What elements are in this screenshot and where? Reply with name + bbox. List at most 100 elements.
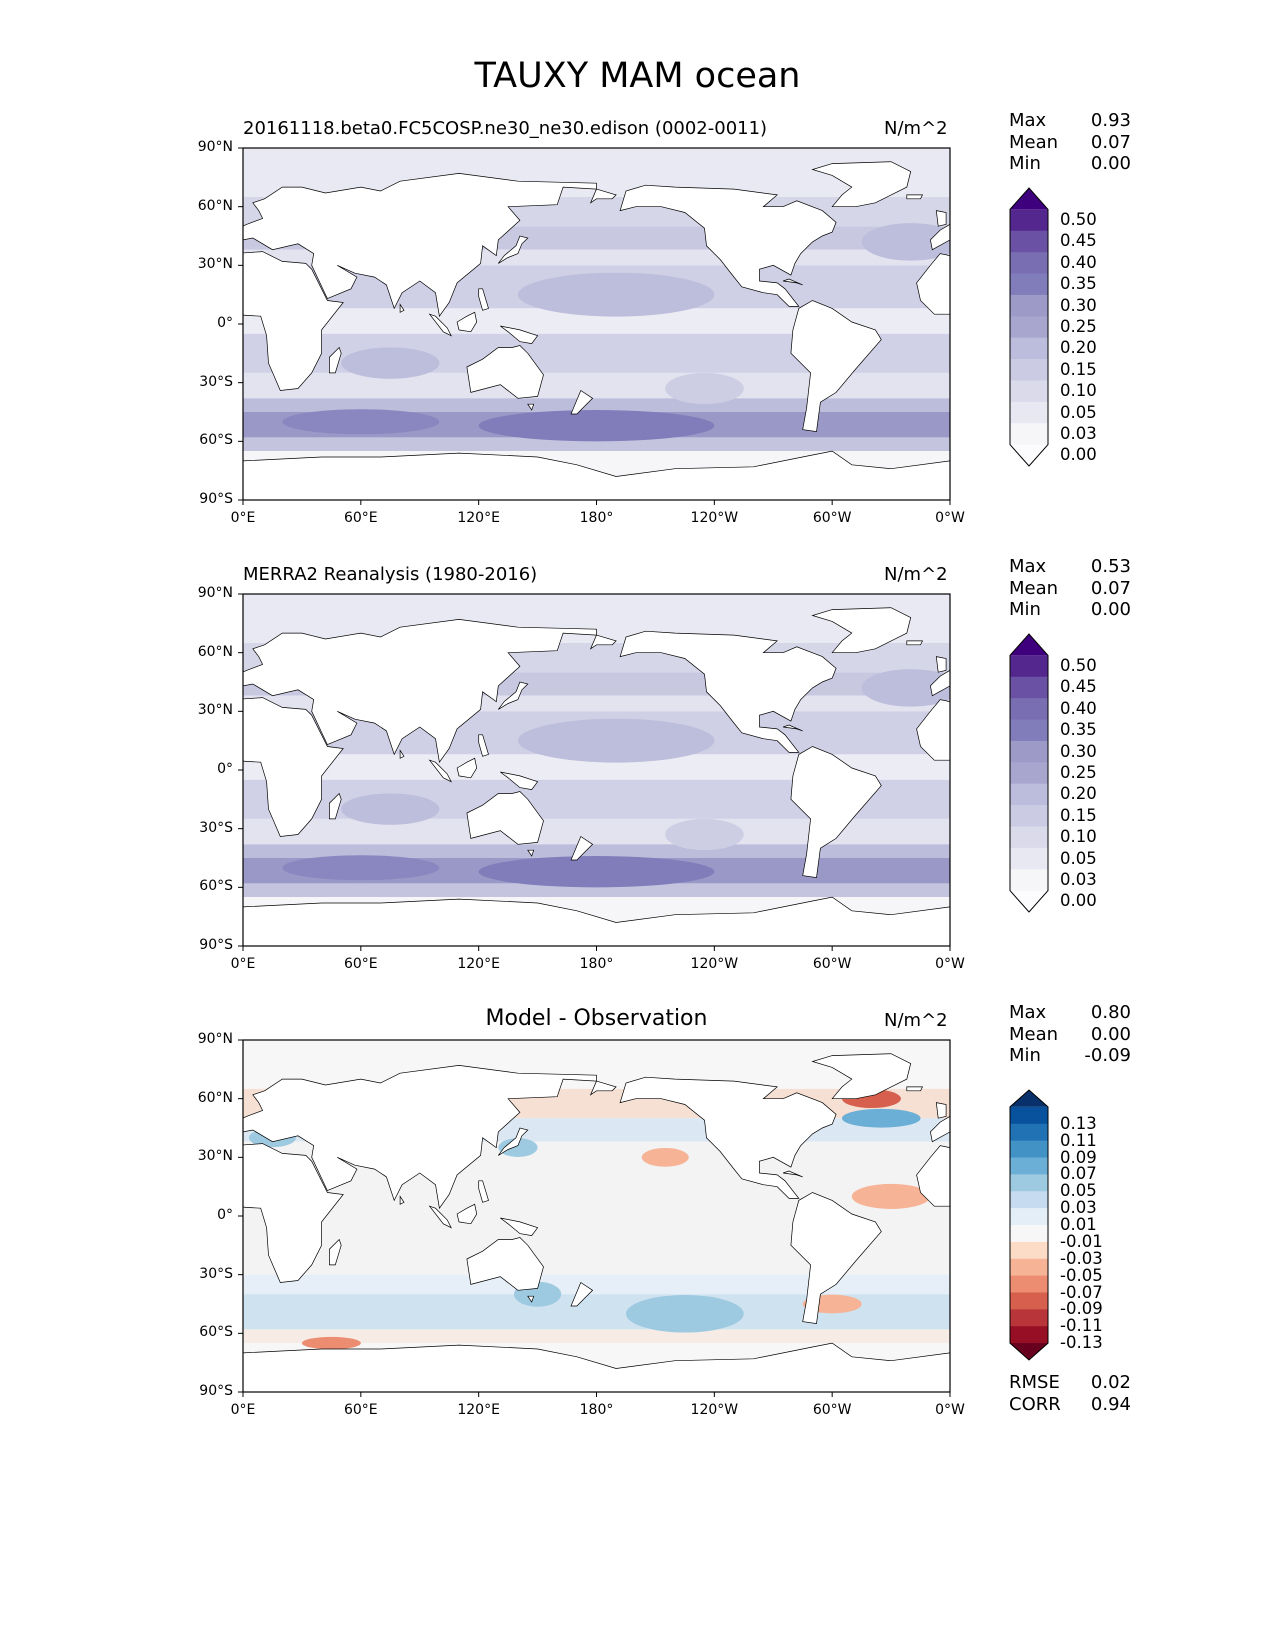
coastline (570, 1281, 594, 1307)
coastline (500, 771, 539, 790)
x-tick-label: 60°E (343, 956, 378, 972)
x-tick-label: 0°E (230, 956, 256, 972)
rmse-corr-block: RMSE 0.02 CORR 0.94 (1009, 1372, 1131, 1415)
y-tick-label: 0° (217, 1207, 233, 1223)
colorbar-extend-bottom (1010, 890, 1048, 912)
colorbar-segment (1010, 1292, 1048, 1310)
coastline (243, 896, 950, 946)
colorbar-segment (1010, 252, 1048, 275)
colorbar-label: 0.40 (1060, 698, 1097, 718)
colorbar-label: 0.13 (1060, 1113, 1097, 1133)
x-tick-label: 60°W (812, 510, 852, 526)
coastline (399, 1195, 405, 1205)
coastline (500, 1217, 539, 1236)
stat-label: Max (1009, 1002, 1047, 1023)
field-contour (665, 372, 744, 405)
colorbar-segment (1010, 1191, 1048, 1209)
coastline (399, 303, 405, 313)
colorbar-label: 0.40 (1060, 252, 1097, 272)
colorbar-label: 0.25 (1060, 763, 1097, 782)
field-band (243, 1274, 950, 1295)
field-contour (282, 855, 440, 881)
coastline (906, 640, 924, 646)
figure-title: TAUXY MAM ocean (474, 56, 801, 96)
colorbar-extend-top (1010, 1090, 1048, 1107)
y-tick-label: 30°S (199, 373, 233, 390)
field-contour (861, 223, 950, 261)
colorbar-segment (1010, 762, 1048, 785)
colorbar-segment (1010, 209, 1048, 232)
field-band (243, 818, 950, 845)
coastline (466, 791, 544, 845)
y-tick-label: 60°S (199, 878, 233, 895)
field-band (243, 398, 950, 412)
field-contour (841, 1108, 921, 1128)
stat-value: 0.00 (1090, 1023, 1131, 1045)
stat-label: Mean (1009, 577, 1059, 599)
field-contour (341, 793, 440, 825)
x-tick-label: 120°W (690, 956, 739, 972)
x-tick-label: 120°W (690, 1402, 739, 1418)
coastline (527, 1295, 535, 1303)
colorbar-segment (1010, 1123, 1048, 1142)
coastline (811, 1053, 912, 1100)
coastline (498, 681, 529, 710)
field-contour (478, 410, 715, 442)
coastline (935, 1102, 947, 1119)
y-tick-label: 60°N (197, 197, 233, 214)
stat-label: CORR (1009, 1393, 1061, 1415)
x-tick-label: 120°E (457, 510, 500, 526)
x-tick-label: 60°E (343, 1402, 378, 1418)
coastline (243, 173, 597, 318)
coastline (456, 311, 478, 333)
coastline (329, 792, 342, 820)
stat-label: Min (1009, 153, 1041, 174)
units-label: N/m^2 (884, 564, 948, 585)
coastline (243, 1342, 950, 1392)
colorbar-segment (1010, 1140, 1048, 1158)
colorbar-label: 0.35 (1060, 720, 1097, 740)
y-tick-label: 90°S (199, 491, 233, 507)
field-band (243, 1118, 950, 1142)
colorbar-label: -0.03 (1060, 1248, 1103, 1268)
colorbar-label: -0.09 (1060, 1299, 1103, 1319)
colorbar-segment (1010, 1225, 1048, 1243)
colorbar-segment (1010, 273, 1048, 296)
coastline (589, 1080, 617, 1096)
coastline (428, 1205, 452, 1229)
coastline (527, 849, 535, 857)
coastline (243, 619, 597, 764)
y-tick-label: 30°S (199, 1265, 233, 1282)
coastline (329, 1238, 342, 1266)
field-contour (517, 718, 715, 763)
coastline (500, 325, 539, 344)
coastline (619, 184, 837, 307)
colorbar-label: 0.35 (1060, 274, 1097, 294)
colorbar-label: -0.07 (1060, 1282, 1103, 1302)
y-tick-label: 30°S (199, 819, 233, 836)
y-tick-label: 60°N (197, 643, 233, 660)
stat-value: 0.07 (1090, 131, 1131, 153)
colorbar-segment (1010, 423, 1048, 446)
coastline (930, 1115, 950, 1143)
x-tick-label: 60°W (812, 1402, 852, 1418)
colorbar-extend-bottom (1010, 1343, 1048, 1360)
coastline (790, 746, 882, 878)
field-band (243, 226, 950, 250)
colorbar-label: 0.30 (1060, 295, 1097, 315)
colorbar-segment (1010, 826, 1048, 849)
colorbar-label: 0.07 (1060, 1164, 1097, 1184)
coastline (589, 634, 617, 650)
x-tick-label: 0°W (935, 956, 965, 972)
field-band (243, 1141, 950, 1275)
stat-value: 0.94 (1090, 1393, 1131, 1415)
field-band (243, 1040, 950, 1089)
field-band (243, 265, 950, 309)
y-tick-label: 0° (217, 315, 233, 331)
map-frame (242, 593, 951, 947)
y-tick-label: 60°N (197, 1089, 233, 1106)
stat-label: Min (1009, 1045, 1041, 1066)
coastline (790, 300, 882, 432)
stat-value: 0.02 (1090, 1372, 1131, 1393)
field-contour (341, 347, 440, 379)
